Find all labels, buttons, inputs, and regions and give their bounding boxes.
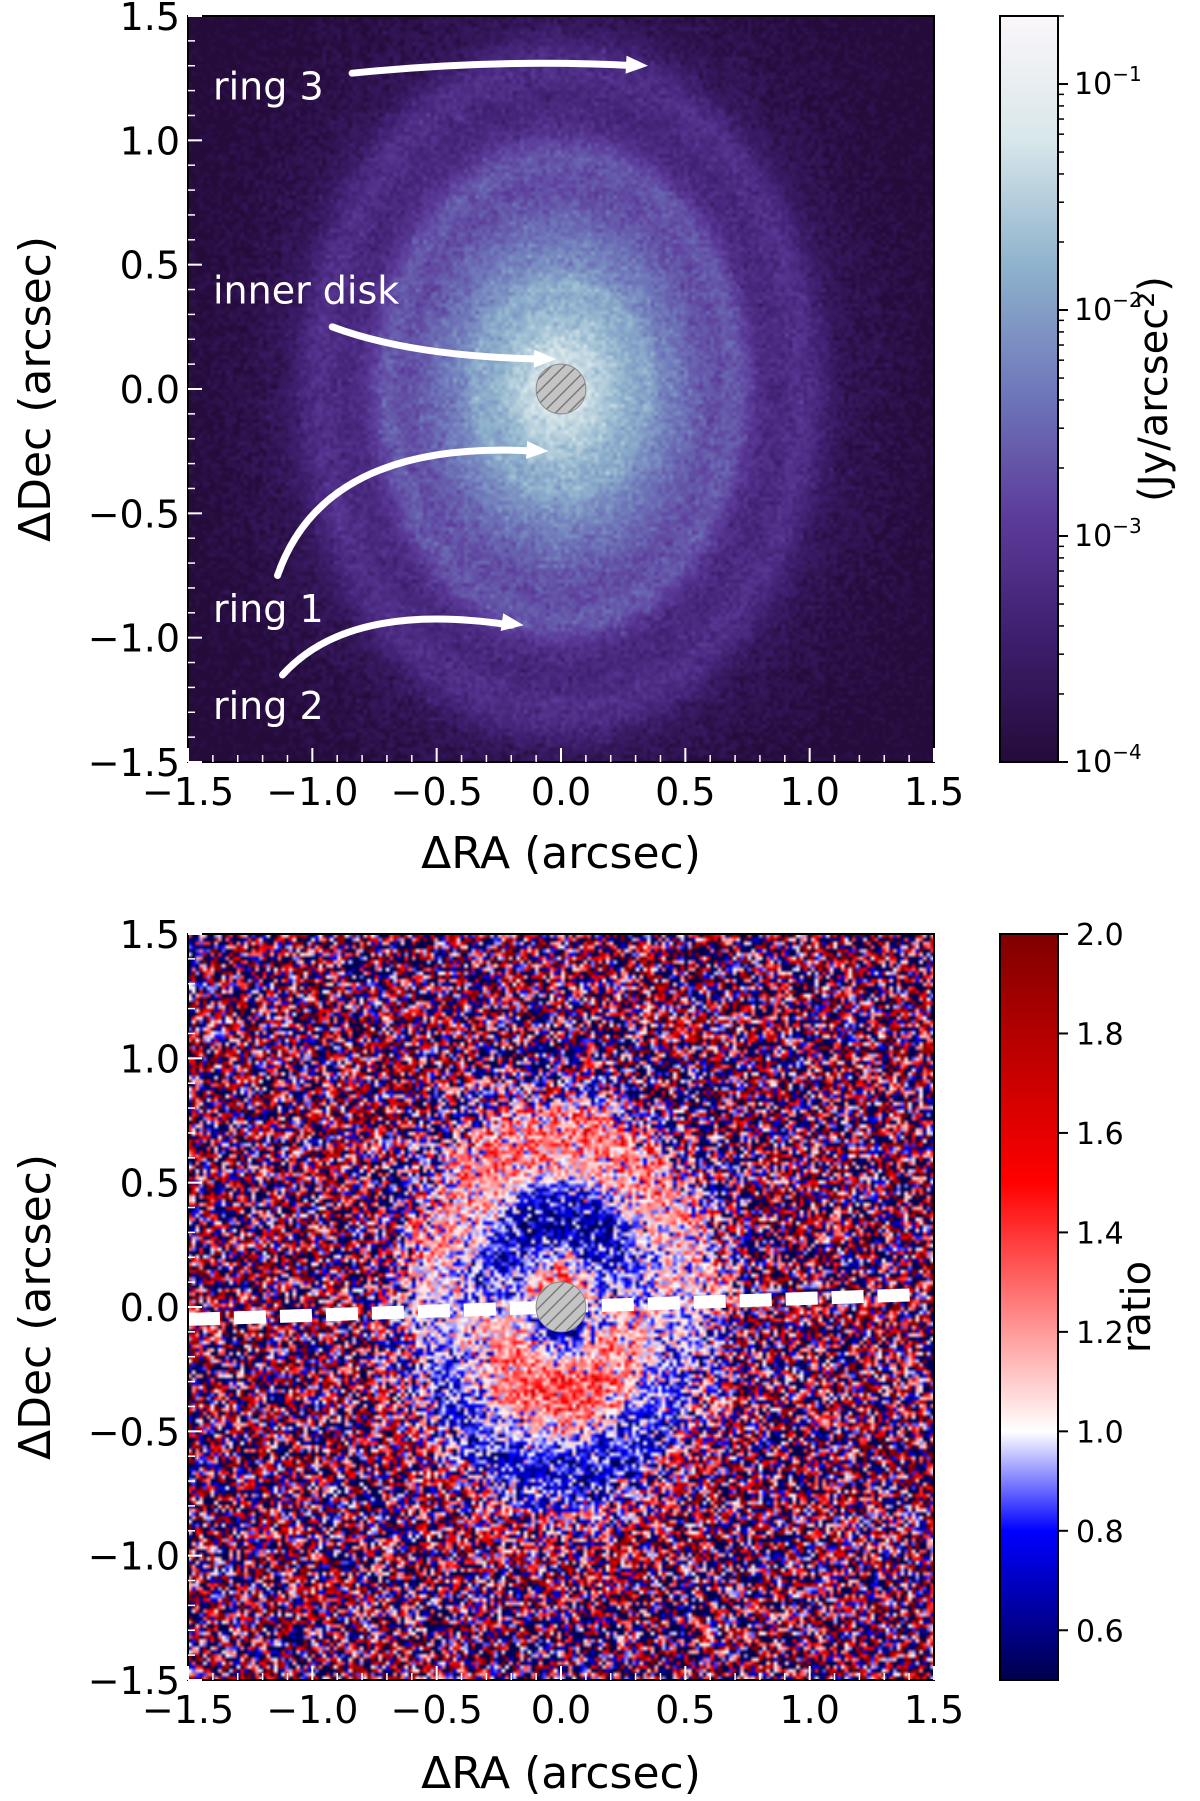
bottom-marks xyxy=(188,1281,922,1333)
bottom-x-axis-label: ΔRA (arcsec) xyxy=(421,1748,701,1799)
bottom-y-axis-label: ΔDec (arcsec) xyxy=(10,1154,61,1460)
bottom-colorbar-tick-label: 1.6 xyxy=(1076,1117,1124,1152)
top-x-tick-label: 1.0 xyxy=(779,770,839,814)
bottom-x-tick-label: −0.5 xyxy=(391,1688,483,1732)
bottom-panel: −1.5−1.5 −1.0 −1.0 −0.5 −0.5 0.0 0.0 0.5 0.5 1.0 1… xyxy=(10,913,1160,1799)
top-colorbar-frame xyxy=(999,15,1059,763)
top-x-tick-label: −1.0 xyxy=(266,770,358,814)
top-x-axis-label: ΔRA (arcsec) xyxy=(421,828,701,879)
top-coronagraph-mask xyxy=(535,363,587,415)
bottom-y-tick-label: 0.0 xyxy=(120,1286,180,1330)
bottom-x-tick-label: 0.0 xyxy=(531,1688,591,1732)
top-colorbar-ticks: 10−110−210−310−4 xyxy=(1058,15,1142,780)
top-axes-ticks: −1.5−1.5 −1.0 −1.0 −0.5 −0.5 0.0 0.0 0.5 0.5 1.0 1… xyxy=(88,0,965,814)
top-colorbar-tick-label: 10−3 xyxy=(1074,514,1142,554)
annotation-arrowhead xyxy=(533,349,557,368)
bottom-y-tick-label: 1.5 xyxy=(120,913,180,957)
bottom-colorbar-tick-label: 1.4 xyxy=(1076,1216,1124,1251)
bottom-colorbar-tick-label: 0.8 xyxy=(1076,1515,1124,1550)
top-x-tick-label: −1.5 xyxy=(142,770,234,814)
bottom-colorbar-tick-label: 1.0 xyxy=(1076,1415,1124,1450)
annotation-label: ring 2 xyxy=(213,684,324,728)
top-y-axis-label: ΔDec (arcsec) xyxy=(10,236,61,542)
top-annotation-arrows: ring 3 inner disk ring 1 ring 2 xyxy=(213,55,649,728)
top-x-tick-label: −0.5 xyxy=(391,770,483,814)
annotation-label: ring 1 xyxy=(213,587,324,631)
bottom-colorbar-label: ratio xyxy=(1114,1261,1160,1353)
annotation-arrowhead xyxy=(625,55,649,74)
bottom-y-tick-label: 0.5 xyxy=(120,1162,180,1206)
top-x-tick-label: 1.5 xyxy=(904,770,964,814)
bottom-colorbar-tick-label: 1.2 xyxy=(1076,1316,1124,1351)
bottom-x-tick-label: 1.0 xyxy=(779,1688,839,1732)
bottom-y-tick-label: 1.0 xyxy=(120,1037,180,1081)
bottom-y-tick-label: −0.5 xyxy=(88,1410,180,1454)
bottom-colorbar-tick-label: 0.6 xyxy=(1076,1614,1124,1649)
top-x-tick-label: 0.0 xyxy=(531,770,591,814)
annotation-arrow xyxy=(328,323,548,363)
annotation-arrow xyxy=(278,615,516,679)
bottom-colorbar-tick-label: 1.8 xyxy=(1076,1017,1124,1052)
top-colorbar-label: (Jy/arcsec²) xyxy=(1131,276,1177,502)
annotation-arrowhead xyxy=(526,440,549,459)
bottom-colorbar-frame xyxy=(999,933,1059,1681)
annotation-arrowhead xyxy=(500,613,524,632)
top-y-tick-label: −0.5 xyxy=(88,492,180,536)
bottom-coronagraph-mask xyxy=(535,1281,587,1333)
top-y-tick-label: 1.5 xyxy=(120,0,180,39)
bottom-colorbar xyxy=(1000,934,1058,1680)
bottom-dashed-axis-line xyxy=(188,1288,922,1326)
annotation-label: inner disk xyxy=(213,269,399,313)
top-x-tick-label: 0.5 xyxy=(655,770,715,814)
annotation-arrow xyxy=(348,59,640,77)
annotation-label: ring 3 xyxy=(213,65,324,109)
bottom-colorbar-ticks: 2.0 1.8 1.6 1.4 1.2 1.0 0.8 0.6 xyxy=(1058,918,1124,1649)
top-colorbar-tick-label: 10−4 xyxy=(1074,740,1142,780)
annotation-arrow xyxy=(274,446,541,579)
bottom-axes-ticks: −1.5−1.5 −1.0 −1.0 −0.5 −0.5 0.0 0.0 0.5 0.5 1.0 1… xyxy=(88,913,965,1732)
bottom-x-tick-label: 1.5 xyxy=(904,1688,964,1732)
top-y-tick-label: −1.0 xyxy=(88,617,180,661)
top-y-tick-label: 0.0 xyxy=(120,368,180,412)
bottom-x-tick-label: −1.0 xyxy=(266,1688,358,1732)
top-colorbar xyxy=(1000,16,1058,762)
bottom-x-tick-label: 0.5 xyxy=(655,1688,715,1732)
top-y-tick-label: 1.0 xyxy=(120,119,180,163)
top-y-tick-label: −1.5 xyxy=(88,741,180,785)
bottom-y-tick-label: −1.0 xyxy=(88,1535,180,1579)
bottom-x-tick-label: −1.5 xyxy=(142,1688,234,1732)
bottom-y-tick-label: −1.5 xyxy=(88,1659,180,1703)
top-y-tick-label: 0.5 xyxy=(120,244,180,288)
bottom-colorbar-tick-label: 2.0 xyxy=(1076,918,1124,953)
top-colorbar-tick-label: 10−1 xyxy=(1074,62,1142,102)
top-marks xyxy=(535,363,587,415)
